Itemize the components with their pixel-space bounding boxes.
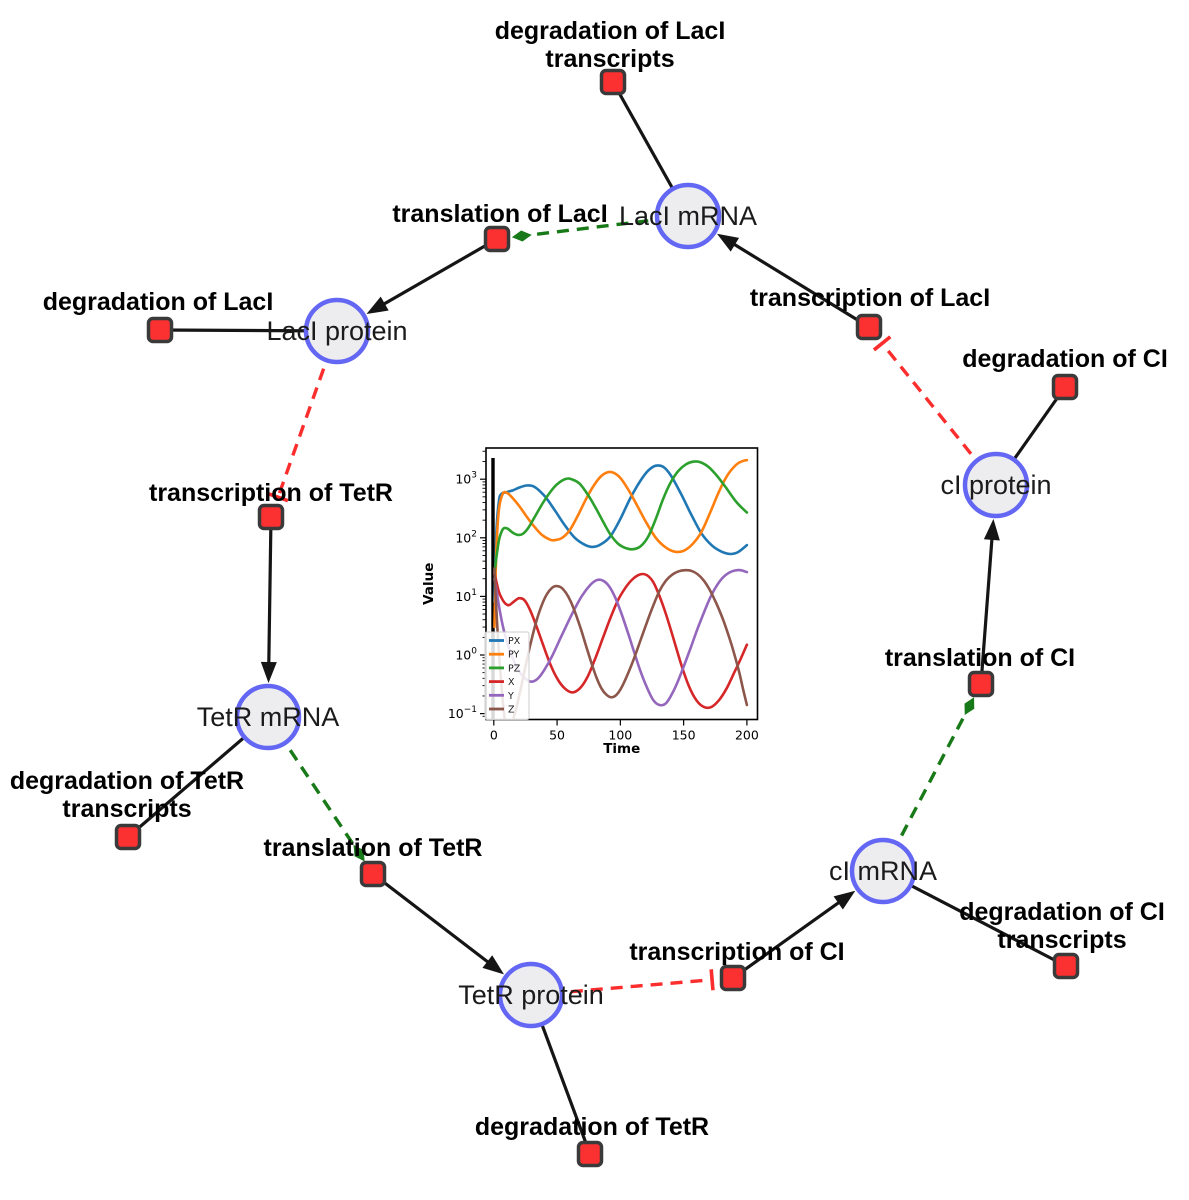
reaction-label: translation of LacI xyxy=(392,200,607,228)
legend-label: X xyxy=(508,677,515,688)
legend-box xyxy=(484,631,530,720)
inhibition-tbar-icon xyxy=(709,969,715,991)
edge-production xyxy=(260,516,277,684)
reaction-label: degradation of LacI xyxy=(495,17,726,45)
edge-production xyxy=(716,233,870,329)
y-axis-title: Value xyxy=(421,563,437,605)
reaction-node-r_deg_ci_tx xyxy=(1052,952,1080,980)
inhibition-tbar-icon xyxy=(267,492,289,503)
species-label: LacI protein xyxy=(266,316,407,346)
modifier-diamond-icon xyxy=(353,844,365,862)
species-node-ci_protein xyxy=(962,451,1030,519)
x-tick-label: 0 xyxy=(490,728,498,743)
reaction-label: translation of TetR xyxy=(264,834,483,862)
x-tick-label: 100 xyxy=(608,728,632,743)
species-label: TetR mRNA xyxy=(197,702,340,732)
x-tick-label: 150 xyxy=(672,728,696,743)
nodes-layer xyxy=(114,68,1080,1168)
reaction-label: transcription of CI xyxy=(629,938,844,966)
arrowhead-icon xyxy=(716,233,740,252)
x-axis-title: Time xyxy=(603,741,640,757)
chart-frame xyxy=(485,447,759,721)
reaction-node-r_transl_tetr xyxy=(359,860,387,888)
legend-label: Z xyxy=(508,705,515,716)
x-tick-label: 200 xyxy=(735,728,759,743)
reaction-node-r_deg_ci xyxy=(1051,373,1079,401)
reaction-node-r_deg_tetr xyxy=(576,1140,604,1168)
reaction-label: degradation of CI xyxy=(959,898,1165,926)
y-tick-label: 10−1 xyxy=(448,705,477,721)
reaction-label: degradation of TetR xyxy=(10,767,244,795)
legend-label: Y xyxy=(507,691,514,702)
reaction-node-r_tx_laci xyxy=(855,313,883,341)
chart-legend: PX PY PZ XYZ xyxy=(484,631,530,720)
modifier-diamond-icon xyxy=(964,697,975,716)
reaction-label: degradation of LacI xyxy=(43,288,274,316)
reaction-node-r_tx_tetr xyxy=(257,503,285,531)
reaction-node-r_deg_laci xyxy=(146,316,174,344)
series-line-PZ xyxy=(493,460,749,575)
species-label: cI mRNA xyxy=(829,856,937,886)
species-node-tetr_mrna xyxy=(234,683,302,751)
y-tick-label: 100 xyxy=(455,647,477,663)
species-label: cI protein xyxy=(940,470,1051,500)
series-line-X xyxy=(493,571,749,710)
arrowhead-icon xyxy=(260,661,277,684)
edge-production xyxy=(732,890,856,980)
edge-degradation xyxy=(882,869,1067,968)
species-node-laci_mrna xyxy=(654,182,722,250)
arrowhead-icon xyxy=(833,890,856,910)
arrowhead-icon xyxy=(366,296,389,315)
reaction-label: translation of CI xyxy=(885,644,1075,672)
reaction-label: transcripts xyxy=(545,45,674,73)
species-node-ci_mrna xyxy=(849,837,917,905)
reaction-label: transcription of TetR xyxy=(149,479,393,507)
y-tick-label: 103 xyxy=(455,471,477,487)
reaction-label: degradation of CI xyxy=(962,345,1168,373)
reaction-label: transcripts xyxy=(997,926,1126,954)
species-label: TetR protein xyxy=(458,980,604,1010)
edge-production xyxy=(372,872,505,975)
species-node-laci_protein xyxy=(303,297,371,365)
reaction-node-r_transl_ci xyxy=(967,670,995,698)
arrowhead-icon xyxy=(482,955,505,975)
legend-label: PZ xyxy=(508,663,521,674)
species-node-tetr_protein xyxy=(497,961,565,1029)
arrowhead-icon xyxy=(983,518,1000,541)
edge-production xyxy=(979,518,1000,685)
inhibition-tbar-icon xyxy=(872,335,892,352)
reaction-label: transcription of LacI xyxy=(750,284,990,312)
reaction-label: transcripts xyxy=(62,795,191,823)
species-label: LacI mRNA xyxy=(619,201,757,231)
y-tick-label: 101 xyxy=(455,588,477,604)
reaction-node-r_tx_ci xyxy=(719,964,747,992)
x-tick-label: 50 xyxy=(549,728,565,743)
reaction-label: degradation of TetR xyxy=(475,1113,709,1141)
legend-label: PX xyxy=(508,636,521,647)
labels-layer: degradation of LacItranscriptstranslatio… xyxy=(10,17,1168,1141)
y-tick-label: 102 xyxy=(455,529,477,545)
edge-production xyxy=(366,237,498,315)
legend-label: PY xyxy=(508,650,520,661)
series-line-PY xyxy=(493,458,749,629)
reaction-node-r_deg_tetr_tx xyxy=(114,823,142,851)
modifier-diamond-icon xyxy=(511,230,532,242)
reaction-node-r_deg_laci_tx xyxy=(599,68,627,96)
reaction-node-r_transl_laci xyxy=(483,225,511,253)
